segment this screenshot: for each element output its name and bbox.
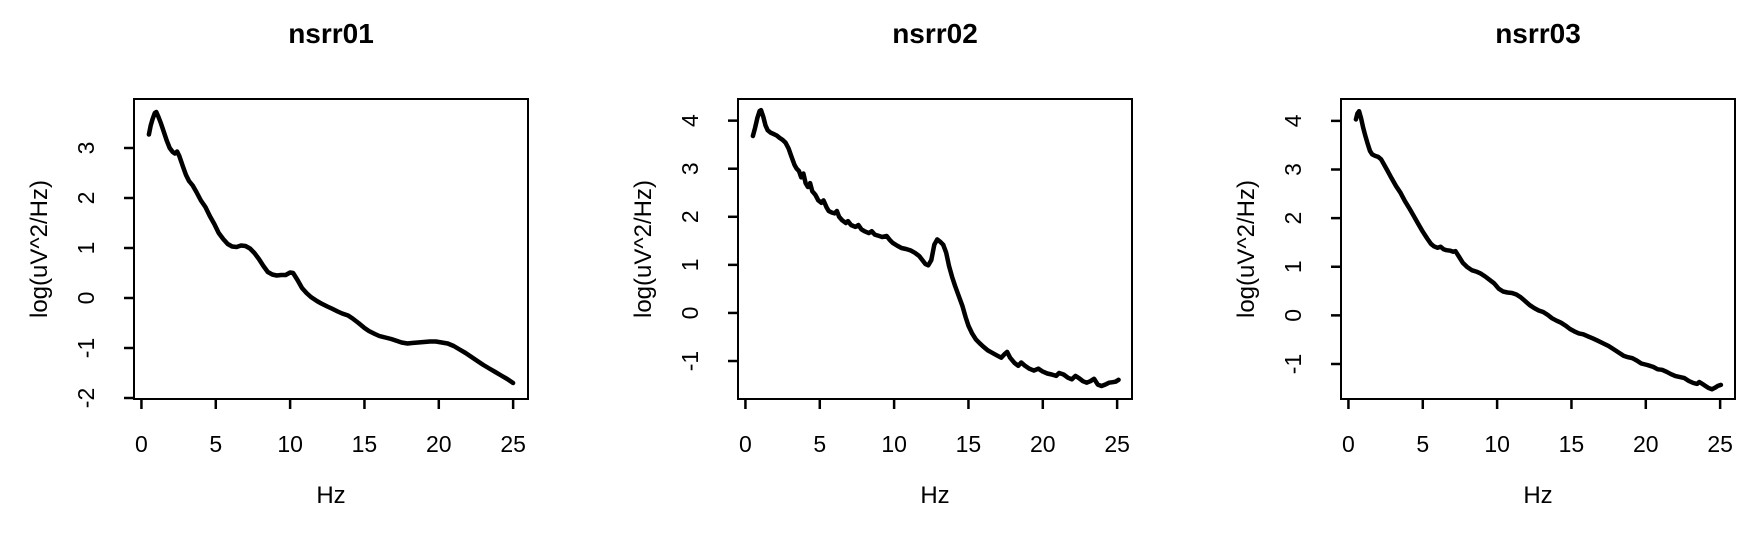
y-tick-label: 4: [677, 114, 703, 127]
y-tick-label: 1: [677, 258, 703, 271]
y-tick-label: 2: [73, 192, 99, 205]
x-tick-label: 25: [1104, 431, 1130, 457]
y-tick-label: 0: [73, 292, 99, 305]
y-tick-label: 4: [1280, 114, 1306, 127]
x-tick-label: 0: [739, 431, 752, 457]
plot-area: 0 5 10 15 20 25 -2 -1 0 1 2 3: [73, 98, 529, 457]
x-tick-label: 5: [813, 431, 826, 457]
spectrum-curve: [750, 107, 1121, 389]
spectrum-curve: [146, 109, 516, 386]
y-tick-label: 2: [1280, 212, 1306, 225]
x-tick-label: 10: [881, 431, 907, 457]
y-tick-label: -1: [1280, 354, 1306, 374]
panel-title: nsrr02: [892, 18, 978, 49]
y-tick-label: 0: [1280, 309, 1306, 322]
plot-box: [1340, 98, 1736, 400]
y-tick-label: 1: [1280, 260, 1306, 273]
plot-box: [737, 98, 1133, 400]
panel-title: nsrr01: [288, 18, 374, 49]
y-tick-label: -1: [73, 338, 99, 358]
x-tick-label: 10: [277, 431, 303, 457]
x-tick-label: 15: [1559, 431, 1585, 457]
spectrum-panel-3: nsrr03 log(uV^2/Hz) Hz 0 5 10 15 20 25 -1 0 1 2 3 4: [1171, 0, 1756, 554]
y-tick-label: 2: [677, 210, 703, 223]
x-tick-label: 5: [209, 431, 222, 457]
y-tick-label: 3: [73, 142, 99, 155]
y-tick-label: -2: [73, 388, 99, 408]
x-tick-label: 25: [500, 431, 526, 457]
y-tick-label: -1: [677, 351, 703, 371]
x-axis-label: Hz: [920, 482, 950, 509]
panel-title: nsrr03: [1495, 18, 1581, 49]
x-tick-label: 20: [1633, 431, 1659, 457]
y-tick-label: 3: [1280, 163, 1306, 176]
plot-area: 0 5 10 15 20 25 -1 0 1 2 3 4: [677, 98, 1133, 457]
y-tick-label: 1: [73, 242, 99, 255]
x-tick-label: 5: [1416, 431, 1429, 457]
x-tick-label: 0: [135, 431, 148, 457]
x-tick-label: 15: [956, 431, 982, 457]
x-tick-label: 20: [426, 431, 452, 457]
plot-area: 0 5 10 15 20 25 -1 0 1 2 3 4: [1280, 98, 1736, 457]
x-tick-label: 25: [1707, 431, 1733, 457]
x-tick-label: 20: [1030, 431, 1056, 457]
y-tick-label: 3: [677, 162, 703, 175]
x-axis-label: Hz: [1523, 482, 1553, 509]
spectrum-panel-2: nsrr02 log(uV^2/Hz) Hz 0 5 10 15 20 25 -1 0 1 2 3 4: [585, 0, 1171, 554]
spectrum-panel-1: nsrr01 log(uV^2/Hz) Hz 0 5 10 15 20 25 -2 -1 0 1 2…: [0, 0, 586, 554]
y-tick-label: 0: [677, 307, 703, 320]
x-axis-label: Hz: [316, 482, 346, 509]
x-tick-label: 10: [1484, 431, 1510, 457]
x-tick-label: 0: [1342, 431, 1355, 457]
x-tick-label: 15: [352, 431, 378, 457]
spectrum-curve: [1353, 108, 1724, 392]
